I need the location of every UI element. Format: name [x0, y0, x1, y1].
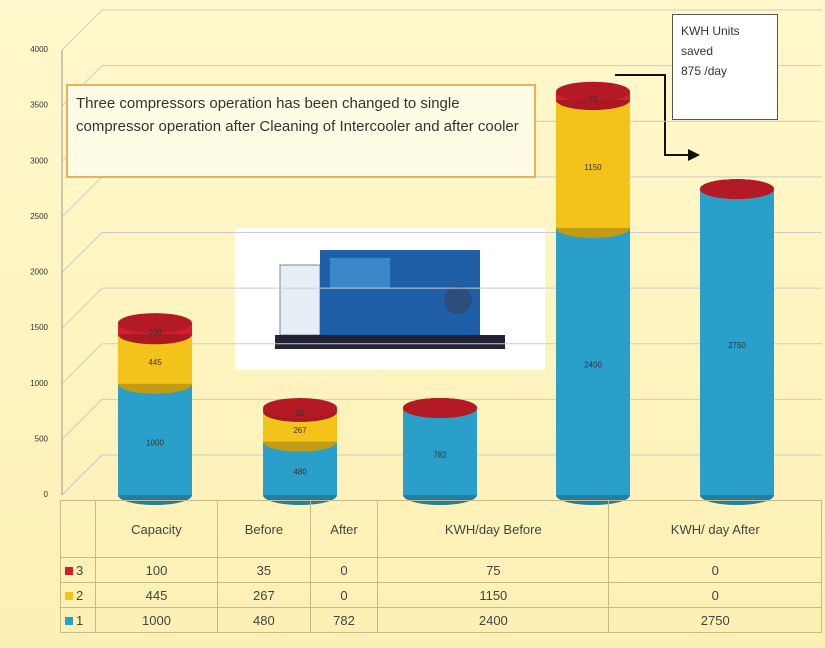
legend-label: 3: [76, 562, 84, 578]
y-tick-label: 2500: [30, 212, 48, 221]
grid-line: [61, 9, 822, 51]
table-value: 75: [377, 557, 610, 583]
data-label: 1150: [584, 163, 602, 172]
series-row: 3 100 35 0 75 0: [60, 557, 822, 583]
table-value: 1000: [95, 607, 218, 633]
callout-line: 875 /day: [681, 64, 728, 78]
bar-top: [118, 313, 192, 334]
data-table: Capacity Before After KWH/day Before KWH/ da…: [60, 500, 822, 633]
photo-part: [275, 335, 505, 349]
arrow-head: [688, 149, 700, 161]
legend-label: 2: [76, 587, 84, 603]
table-value: 782: [309, 607, 379, 633]
photo-part: [444, 286, 472, 314]
bar: [118, 383, 192, 495]
data-label: 1000: [146, 438, 164, 447]
table-value: 267: [216, 582, 311, 608]
legend-key: 3: [60, 557, 96, 583]
bar: [556, 228, 630, 495]
category-label: Before: [216, 500, 311, 558]
table-value: 35: [216, 557, 311, 583]
header-row: Capacity Before After KWH/day Before KWH/ da…: [60, 500, 822, 558]
y-tick-label: 3000: [30, 156, 48, 165]
callout: KWH Units saved 875 /day: [672, 14, 778, 120]
category-label: Capacity: [95, 500, 218, 558]
category-label: KWH/day Before: [377, 500, 610, 558]
series-row: 1 1000 480 782 2400 2750: [60, 607, 822, 633]
legend-swatch: [65, 566, 73, 575]
annotation: Three compressors operation has been cha…: [66, 84, 536, 178]
table-value: 2750: [608, 607, 822, 633]
category-label: After: [309, 500, 379, 558]
legend-swatch: [65, 616, 73, 625]
legend-key: 1: [60, 607, 96, 633]
background: [61, 9, 822, 496]
photo-part: [330, 258, 390, 288]
table-value: 0: [608, 582, 822, 608]
bar-top: [403, 398, 477, 419]
table-value: 0: [309, 582, 379, 608]
table-value: 1150: [377, 582, 610, 608]
bar-top: [556, 81, 630, 102]
series-row: 2 445 267 0 1150 0: [60, 582, 822, 608]
table-value: 0: [309, 557, 379, 583]
data-label: 75: [589, 95, 598, 104]
table-value: 480: [216, 607, 311, 633]
bar: [403, 408, 477, 495]
callout-line: KWH Units: [681, 24, 740, 38]
corner: [60, 500, 96, 558]
table-value: 100: [95, 557, 218, 583]
y-tick-label: 3500: [30, 101, 48, 110]
y-tick-label: 1500: [30, 323, 48, 332]
arrow: [615, 74, 695, 156]
photo-part: [279, 264, 321, 336]
table-value: 445: [95, 582, 218, 608]
data-label: 782: [433, 451, 447, 460]
data-label: 267: [293, 426, 307, 435]
y-tick-label: 2000: [30, 268, 48, 277]
data-label: 445: [148, 358, 162, 367]
legend-swatch: [65, 591, 73, 600]
data-label: 35: [296, 409, 305, 418]
legend-key: 2: [60, 582, 96, 608]
category-label: KWH/ day After: [608, 500, 822, 558]
table-value: 0: [608, 557, 822, 583]
bar-top: [263, 398, 337, 419]
y-tick-label: 0: [44, 490, 49, 499]
bar: [556, 100, 630, 228]
y-tick-label: 4000: [30, 45, 48, 54]
legend-label: 1: [76, 612, 84, 628]
y-tick-label: 1000: [30, 379, 48, 388]
y-tick-label: 500: [35, 434, 49, 443]
data-label: 480: [293, 467, 307, 476]
data-label: 2400: [584, 361, 602, 370]
bar: [700, 189, 774, 495]
callout-line: saved: [681, 44, 714, 58]
bar-top: [700, 179, 774, 200]
table-value: 2400: [377, 607, 610, 633]
data-label: 2750: [728, 341, 746, 350]
data-label: 100: [148, 328, 162, 337]
